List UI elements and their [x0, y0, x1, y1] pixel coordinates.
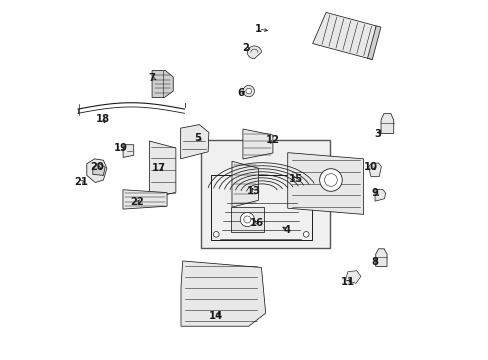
Text: 12: 12 — [265, 135, 279, 145]
Text: 20: 20 — [90, 162, 103, 172]
Text: 13: 13 — [246, 186, 260, 196]
Text: 7: 7 — [148, 73, 155, 84]
Text: 18: 18 — [96, 114, 109, 124]
Circle shape — [243, 85, 254, 97]
Polygon shape — [152, 71, 173, 98]
Circle shape — [213, 231, 219, 237]
Circle shape — [303, 231, 308, 237]
Circle shape — [244, 216, 250, 223]
Text: 21: 21 — [74, 177, 88, 187]
Text: 19: 19 — [113, 143, 127, 153]
Text: 5: 5 — [194, 133, 201, 143]
Polygon shape — [380, 114, 393, 134]
Polygon shape — [181, 261, 265, 326]
Polygon shape — [87, 159, 107, 183]
Polygon shape — [368, 163, 381, 176]
Polygon shape — [122, 190, 167, 209]
Polygon shape — [345, 271, 360, 283]
Text: 9: 9 — [371, 188, 378, 198]
Circle shape — [319, 169, 342, 191]
Circle shape — [245, 88, 251, 94]
Text: 4: 4 — [283, 225, 290, 235]
Circle shape — [324, 174, 337, 186]
Text: 17: 17 — [152, 163, 166, 173]
Circle shape — [240, 212, 254, 226]
FancyBboxPatch shape — [201, 140, 329, 248]
Polygon shape — [247, 46, 261, 59]
Text: 2: 2 — [241, 43, 248, 53]
Polygon shape — [287, 153, 363, 215]
Text: 6: 6 — [237, 87, 244, 98]
Text: 3: 3 — [374, 129, 381, 139]
Polygon shape — [231, 161, 258, 207]
Text: 22: 22 — [130, 197, 143, 207]
Text: 15: 15 — [288, 174, 302, 184]
Polygon shape — [243, 129, 272, 159]
Polygon shape — [230, 207, 264, 232]
Polygon shape — [93, 163, 105, 175]
Polygon shape — [312, 13, 375, 59]
Text: 1: 1 — [254, 24, 261, 34]
Text: 16: 16 — [249, 218, 264, 228]
Polygon shape — [367, 26, 380, 59]
Polygon shape — [180, 125, 208, 159]
Polygon shape — [123, 145, 133, 157]
Text: 11: 11 — [340, 276, 354, 287]
Text: 10: 10 — [363, 162, 377, 172]
Polygon shape — [375, 249, 386, 266]
Polygon shape — [374, 189, 385, 201]
Circle shape — [193, 140, 202, 149]
Text: 14: 14 — [208, 311, 222, 321]
Polygon shape — [149, 141, 176, 199]
Text: 8: 8 — [371, 257, 378, 267]
